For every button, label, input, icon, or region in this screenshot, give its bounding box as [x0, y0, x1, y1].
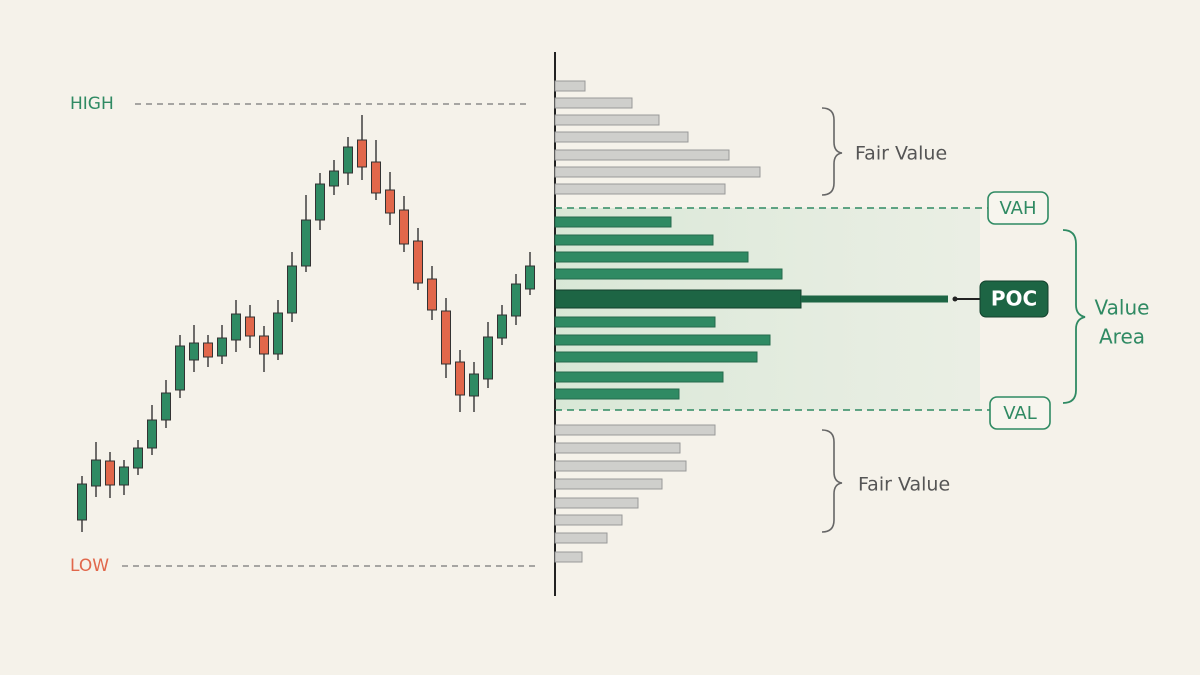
candle-body — [147, 419, 157, 449]
candle-body — [119, 466, 129, 486]
candle-body — [427, 278, 437, 311]
profile-bar — [554, 183, 726, 195]
fair-value-label: Fair Value — [855, 143, 947, 165]
val-label: VAL — [1003, 403, 1037, 424]
profile-bar — [554, 551, 583, 563]
candle-body — [259, 335, 269, 355]
candle-body — [161, 392, 171, 421]
profile-bar — [554, 234, 714, 246]
candle-body — [525, 265, 535, 290]
candle-body — [217, 337, 227, 357]
candle-body — [385, 189, 395, 214]
profile-bar — [554, 497, 639, 509]
profile-bar — [554, 316, 716, 328]
poc-extension — [801, 295, 948, 303]
candle-body — [203, 342, 213, 358]
candle-body — [371, 161, 381, 194]
candle-body — [273, 312, 283, 355]
profile-bar — [554, 131, 689, 143]
profile-bar — [554, 478, 663, 490]
candle-body — [455, 361, 465, 396]
high-label: HIGH — [70, 94, 114, 114]
profile-bar — [554, 514, 623, 526]
brace — [1062, 229, 1086, 404]
poc-bar — [554, 289, 802, 309]
candle-body — [469, 373, 479, 397]
profile-bar — [554, 424, 716, 436]
profile-bar — [554, 388, 680, 400]
candle-body — [175, 345, 185, 391]
profile-bar — [554, 442, 681, 454]
candle-body — [77, 483, 87, 521]
profile-bar — [554, 97, 633, 109]
profile-bar — [554, 371, 724, 383]
candle-body — [91, 459, 101, 487]
candle-body — [441, 310, 451, 365]
profile-bar — [554, 334, 771, 346]
profile-bar — [554, 216, 672, 228]
profile-bar — [554, 114, 660, 126]
candle-body — [413, 240, 423, 284]
candle-body — [133, 447, 143, 469]
profile-bar — [554, 532, 608, 544]
val-box — [989, 396, 1051, 430]
profile-bar — [554, 460, 687, 472]
brace — [821, 429, 843, 533]
candle-body — [483, 336, 493, 380]
fair-value-label: Fair Value — [858, 474, 950, 496]
vah-box — [987, 191, 1049, 225]
value-area-label: Value — [1095, 296, 1150, 320]
vah-label: VAH — [999, 198, 1036, 219]
profile-bar — [554, 251, 749, 263]
candle-body — [189, 342, 199, 361]
candle-body — [315, 183, 325, 221]
brace — [821, 107, 843, 196]
profile-bar — [554, 351, 758, 363]
profile-bar — [554, 149, 730, 161]
profile-bar — [554, 80, 586, 92]
candle-body — [497, 314, 507, 339]
candle-body — [231, 313, 241, 341]
low-label: LOW — [70, 556, 109, 576]
poc-dot — [952, 296, 958, 302]
value-area-label: Area — [1099, 325, 1145, 349]
candle-body — [105, 460, 115, 486]
poc-box — [979, 280, 1049, 318]
candle-body — [245, 316, 255, 337]
candle-body — [287, 265, 297, 314]
candle-body — [357, 139, 367, 168]
candle-body — [511, 283, 521, 317]
candle-body — [343, 146, 353, 174]
candle-body — [399, 209, 409, 245]
poc-label: POC — [991, 287, 1037, 311]
profile-bar — [554, 166, 761, 178]
candle-body — [329, 170, 339, 187]
candle-body — [301, 219, 311, 267]
profile-bar — [554, 268, 783, 280]
